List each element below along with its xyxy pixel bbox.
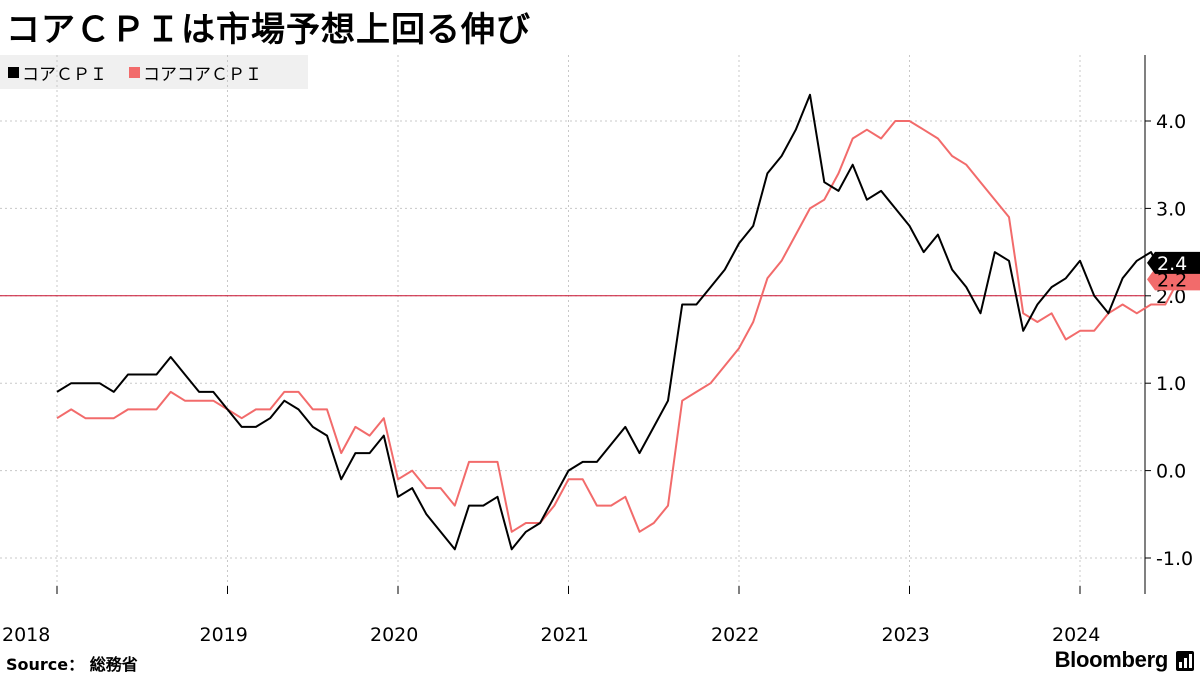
- series-line-core: [56, 93, 1181, 551]
- x-tick-label: 2018: [2, 624, 50, 646]
- end-label-core: 2.4: [1157, 253, 1187, 275]
- bloomberg-terminal-icon: [1176, 651, 1194, 671]
- end-label-core-tag: [1147, 251, 1200, 274]
- x-tick-label: 2022: [711, 624, 759, 646]
- y-tick-label: 2.0: [1156, 286, 1186, 308]
- y-tick-label: 0.0: [1156, 461, 1186, 483]
- y-tick-label: 1.0: [1156, 373, 1186, 395]
- y-tick-label: 3.0: [1156, 198, 1186, 220]
- legend: コアＣＰＩ コアコアＣＰＩ: [0, 55, 308, 89]
- chart-title: コアＣＰＩは市場予想上回る伸び: [6, 10, 531, 50]
- x-tick-label: 2020: [370, 624, 418, 646]
- series-line-core-core: [56, 120, 1181, 533]
- x-tick-label: 2019: [200, 624, 248, 646]
- source-note: Source： 総務省: [6, 655, 138, 674]
- x-tick-label: 2024: [1052, 624, 1100, 646]
- x-tick-label: 2021: [541, 624, 589, 646]
- end-label-core-core: 2.2: [1157, 269, 1187, 291]
- x-tick-label: 2023: [882, 624, 930, 646]
- legend-swatch-core: [8, 66, 19, 78]
- legend-label-core: コアＣＰＩ: [22, 64, 107, 85]
- y-tick-label: 4.0: [1156, 111, 1186, 133]
- y-tick-label: -1.0: [1156, 548, 1193, 570]
- legend-item-core-core: コアコアＣＰＩ: [129, 60, 262, 85]
- legend-label-core-core: コアコアＣＰＩ: [143, 64, 262, 85]
- legend-swatch-core-core: [129, 66, 140, 78]
- bloomberg-logo: Bloomberg: [1054, 647, 1169, 672]
- legend-item-core: コアＣＰＩ: [8, 60, 107, 85]
